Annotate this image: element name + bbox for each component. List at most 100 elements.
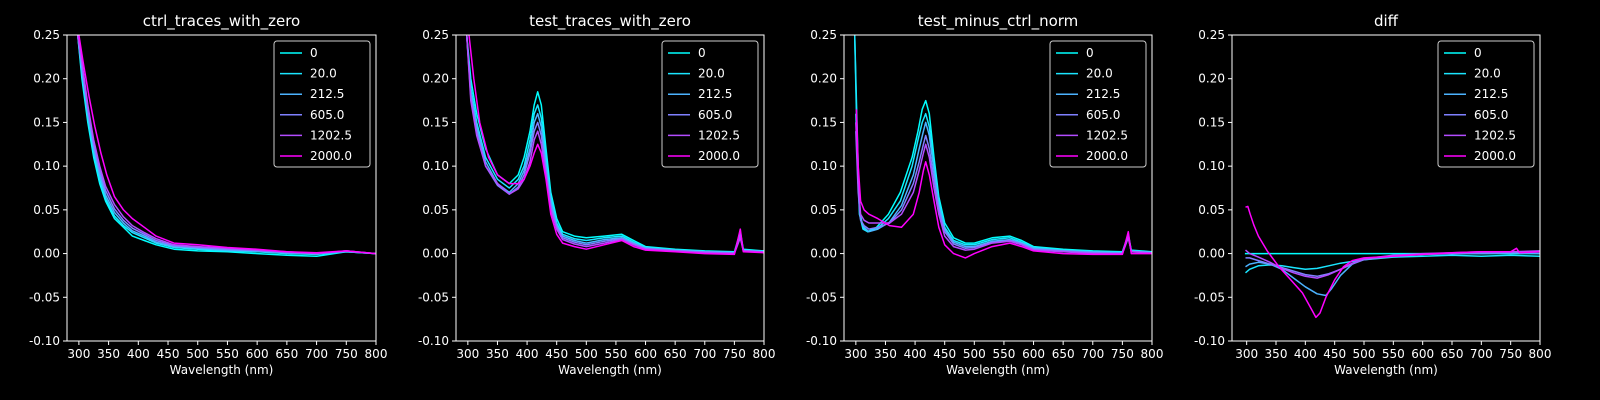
x-tick-label: 650: [664, 347, 687, 361]
x-tick-label: 600: [1022, 347, 1045, 361]
series-line-2000.0: [468, 35, 764, 256]
x-tick-label: 550: [216, 347, 239, 361]
x-tick-label: 800: [753, 347, 776, 361]
x-tick-label: 300: [844, 347, 867, 361]
series-line-0: [76, 35, 376, 257]
y-tick-label: -0.10: [1194, 334, 1225, 348]
legend: 0 20.0 212.5 605.0 1202.5 2000.0: [273, 40, 371, 168]
y-tick-label: 0.15: [810, 115, 837, 129]
x-tick-label: 300: [1235, 347, 1258, 361]
x-tick-label: 750: [335, 347, 358, 361]
x-tick-label: 350: [874, 347, 897, 361]
x-tick-label: 500: [575, 347, 598, 361]
x-tick-label: 300: [456, 347, 479, 361]
x-tick-label: 750: [1111, 347, 1134, 361]
legend-label: 212.5: [1474, 87, 1508, 101]
legend-label: 2000.0: [1474, 149, 1516, 163]
legend-label: 0: [1474, 46, 1482, 60]
x-tick-label: 350: [1265, 347, 1288, 361]
y-tick-label: 0.05: [1198, 203, 1225, 217]
x-axis-label: Wavelength (nm): [170, 363, 274, 377]
x-tick-label: 450: [545, 347, 568, 361]
legend-label: 605.0: [1086, 108, 1120, 122]
subplot-4: 300 350 400 450 500 550 600 650 700 750 800 -0.10 -0…: [1194, 12, 1552, 377]
y-tick-label: 0.25: [810, 28, 837, 42]
subplot-2: 300 350 400 450 500 550 600 650 700 750 800 -0.10 -0…: [418, 12, 776, 377]
y-tick-label: -0.05: [806, 290, 837, 304]
x-tick-label: 800: [365, 347, 388, 361]
y-tick-label: -0.10: [29, 334, 60, 348]
y-tick-label: 0.05: [33, 203, 60, 217]
x-tick-label: 800: [1529, 347, 1552, 361]
y-tick-label: 0.05: [810, 203, 837, 217]
x-tick-label: 700: [693, 347, 716, 361]
y-tick-label: 0.15: [33, 115, 60, 129]
x-tick-label: 450: [157, 347, 180, 361]
chart-title: ctrl_traces_with_zero: [143, 12, 300, 31]
y-tick-label: 0.25: [1198, 28, 1225, 42]
x-tick-label: 650: [275, 347, 298, 361]
y-tick-label: 0.10: [810, 159, 837, 173]
series-group: [76, 35, 376, 257]
chart-title: diff: [1374, 12, 1399, 30]
y-tick-label: 0.10: [1198, 159, 1225, 173]
y-tick-label: 0.00: [810, 247, 837, 261]
x-tick-label: 700: [1081, 347, 1104, 361]
legend-label: 212.5: [698, 87, 732, 101]
legend-label: 212.5: [1086, 87, 1120, 101]
x-tick-label: 700: [1470, 347, 1493, 361]
y-tick-label: 0.00: [1198, 247, 1225, 261]
x-tick-label: 500: [1353, 347, 1376, 361]
x-axis-label: Wavelength (nm): [1334, 363, 1438, 377]
legend-label: 605.0: [698, 108, 732, 122]
x-tick-label: 400: [516, 347, 539, 361]
series-line-20.0: [76, 35, 376, 256]
series-line-20.0: [1245, 254, 1540, 274]
y-tick-label: 0.20: [810, 72, 837, 86]
legend-label: 0: [310, 46, 318, 60]
series-line-1202.5: [465, 35, 764, 255]
x-tick-label: 300: [67, 347, 90, 361]
y-tick-label: 0.15: [1198, 115, 1225, 129]
legend: 0 20.0 212.5 605.0 1202.5 2000.0: [661, 40, 759, 168]
legend-label: 212.5: [310, 87, 344, 101]
axes-frame: [1231, 34, 1541, 342]
x-tick-label: 500: [186, 347, 209, 361]
y-tick-label: 0.25: [422, 28, 449, 42]
x-axis-label: Wavelength (nm): [946, 363, 1050, 377]
x-tick-label: 750: [1499, 347, 1522, 361]
legend-label: 1202.5: [1474, 128, 1516, 142]
legend-label: 1202.5: [698, 128, 740, 142]
x-tick-label: 800: [1141, 347, 1164, 361]
axes-frame: [66, 34, 377, 342]
x-tick-label: 650: [1441, 347, 1464, 361]
legend-label: 20.0: [698, 67, 725, 81]
x-tick-label: 700: [305, 347, 328, 361]
legend-label: 605.0: [310, 108, 344, 122]
legend-label: 0: [698, 46, 706, 60]
x-axis-label: Wavelength (nm): [558, 363, 662, 377]
x-tick-label: 550: [604, 347, 627, 361]
legend-label: 20.0: [1474, 67, 1501, 81]
series-group: [853, 35, 1152, 259]
series-line-2000.0: [1245, 205, 1540, 319]
series-line-2000.0: [855, 109, 1152, 259]
chart-title: test_minus_ctrl_norm: [918, 12, 1079, 31]
legend-label: 1202.5: [310, 128, 352, 142]
x-tick-label: 450: [1323, 347, 1346, 361]
legend-label: 605.0: [1474, 108, 1508, 122]
x-tick-label: 350: [97, 347, 120, 361]
y-tick-label: -0.10: [806, 334, 837, 348]
x-tick-label: 550: [992, 347, 1015, 361]
subplot-1: 300 350 400 450 500 550 600 650 700 750 800 -0.10 -0…: [29, 12, 388, 377]
legend-label: 0: [1086, 46, 1094, 60]
x-tick-label: 400: [127, 347, 150, 361]
y-tick-label: 0.15: [422, 115, 449, 129]
y-tick-label: 0.25: [33, 28, 60, 42]
x-tick-label: 450: [933, 347, 956, 361]
x-tick-label: 550: [1382, 347, 1405, 361]
x-tick-label: 600: [634, 347, 657, 361]
y-tick-label: 0.20: [1198, 72, 1225, 86]
